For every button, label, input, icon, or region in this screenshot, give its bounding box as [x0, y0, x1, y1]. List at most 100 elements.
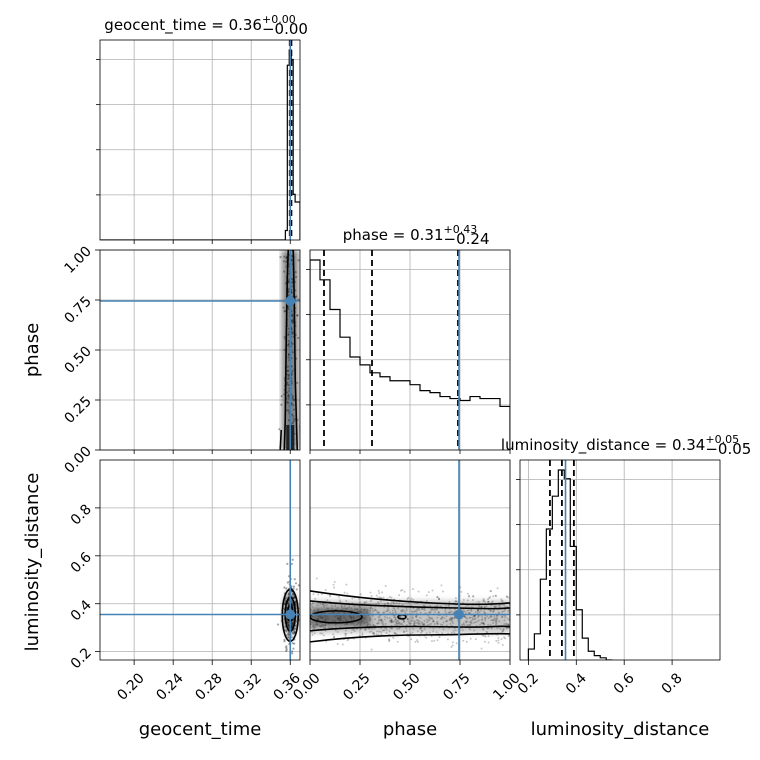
sample-point: [490, 590, 493, 593]
sample-point: [285, 648, 288, 651]
sample-point: [487, 635, 490, 638]
sample-point: [286, 562, 289, 565]
sample-point: [343, 591, 346, 594]
sample-point: [488, 597, 491, 600]
contour-outer-bottom: [310, 632, 510, 643]
sample-point: [328, 595, 331, 598]
sample-point: [384, 584, 387, 587]
sample-point: [414, 640, 417, 643]
truth-marker: [285, 609, 296, 620]
sample-point: [285, 646, 288, 649]
sample-point: [293, 642, 296, 645]
sample-point: [474, 638, 477, 641]
title-main: luminosity_distance = 0.34: [501, 436, 705, 455]
title-plus: +0.00: [262, 13, 296, 26]
sample-point: [505, 595, 508, 598]
sample-point: [332, 633, 335, 636]
title-minus: −0.00: [262, 20, 308, 38]
sample-point: [472, 595, 475, 598]
contour-inner: [310, 610, 363, 624]
x-tick-label: 0.2: [515, 670, 542, 697]
panel-title: geocent_time = 0.36+0.00: [104, 13, 295, 35]
sample-point: [460, 590, 463, 593]
x-tick-label: 0.32: [231, 670, 264, 703]
sample-point: [482, 634, 485, 637]
sample-point: [495, 595, 498, 598]
sample-point: [497, 639, 500, 642]
sample-point: [292, 647, 295, 650]
sample-point: [501, 643, 504, 646]
sample-point: [436, 596, 439, 599]
sample-point: [337, 596, 340, 599]
title-main: phase = 0.31: [343, 226, 444, 244]
sample-point: [436, 596, 439, 599]
sample-point: [388, 640, 391, 643]
grid: [309, 250, 511, 450]
y-tick-label: 0.4: [68, 597, 95, 624]
y-tick-label: 0.8: [68, 501, 95, 528]
sample-point: [314, 597, 317, 600]
sample-point: [505, 595, 508, 598]
title-minus: −0.24: [444, 230, 490, 248]
sample-point: [494, 594, 497, 597]
x-tick-label: 0.50: [390, 670, 423, 703]
sample-point: [412, 598, 415, 601]
y-tick-label: 0.50: [61, 344, 94, 377]
panel-frame: [99, 459, 301, 661]
sample-point: [290, 562, 293, 566]
title-plus: +0.05: [705, 433, 739, 446]
panel-frame: [519, 459, 721, 661]
sample-point: [438, 598, 441, 601]
x-tick-label: 0.25: [340, 670, 373, 703]
sample-point: [427, 591, 430, 594]
grid: [520, 460, 720, 660]
sample-point: [492, 595, 495, 598]
sample-point: [469, 637, 472, 640]
sample-point: [280, 403, 283, 406]
x-axis-label-geocent-time: geocent_time: [139, 719, 262, 740]
panel-2d-geocent_time-vs-luminosity_distance: [99, 459, 301, 661]
sample-point: [436, 639, 439, 642]
truth-marker: [454, 609, 464, 620]
sample-point: [344, 632, 347, 635]
sample-point: [465, 640, 468, 643]
truth-marker: [285, 296, 296, 306]
sample-point: [287, 636, 290, 639]
sample-point: [442, 590, 445, 593]
panel-title: luminosity_distance = 0.34+0.05: [501, 433, 739, 455]
sample-point: [489, 595, 492, 598]
density-cloud: [310, 577, 510, 651]
sample-point: [381, 591, 384, 594]
grid: [100, 460, 300, 660]
sample-point: [417, 590, 420, 593]
sample-point: [503, 636, 506, 639]
x-tick-label: 0.24: [153, 670, 186, 703]
sample-point: [336, 643, 339, 646]
y-tick-label: 0.75: [61, 294, 94, 327]
sample-point: [321, 632, 324, 635]
sample-point: [409, 632, 412, 635]
panel-hist-geocent_time: geocent_time = 0.36+0.00−0.00: [96, 13, 308, 241]
sample-point: [311, 633, 314, 636]
sample-point: [285, 587, 288, 590]
sample-point: [394, 632, 397, 635]
sample-point: [372, 633, 375, 636]
sample-point: [482, 598, 485, 601]
sample-point: [388, 595, 391, 598]
panel-hist-luminosity_distance: luminosity_distance = 0.34+0.05−0.05: [501, 433, 751, 661]
sample-point: [446, 638, 449, 641]
sample-point: [370, 595, 373, 598]
sample-point: [382, 596, 385, 599]
sample-point: [489, 589, 492, 592]
sample-point: [507, 634, 510, 637]
sample-point: [440, 584, 443, 587]
sample-point: [438, 636, 441, 639]
x-tick-label: 0.8: [659, 670, 686, 697]
sample-point: [380, 633, 383, 636]
sample-point: [361, 632, 364, 635]
sample-point: [425, 594, 428, 597]
y-axis-label-luminosity-distance: luminosity_distance: [22, 473, 43, 652]
sample-point: [290, 652, 294, 655]
x-tick-label: 0.20: [114, 670, 147, 703]
